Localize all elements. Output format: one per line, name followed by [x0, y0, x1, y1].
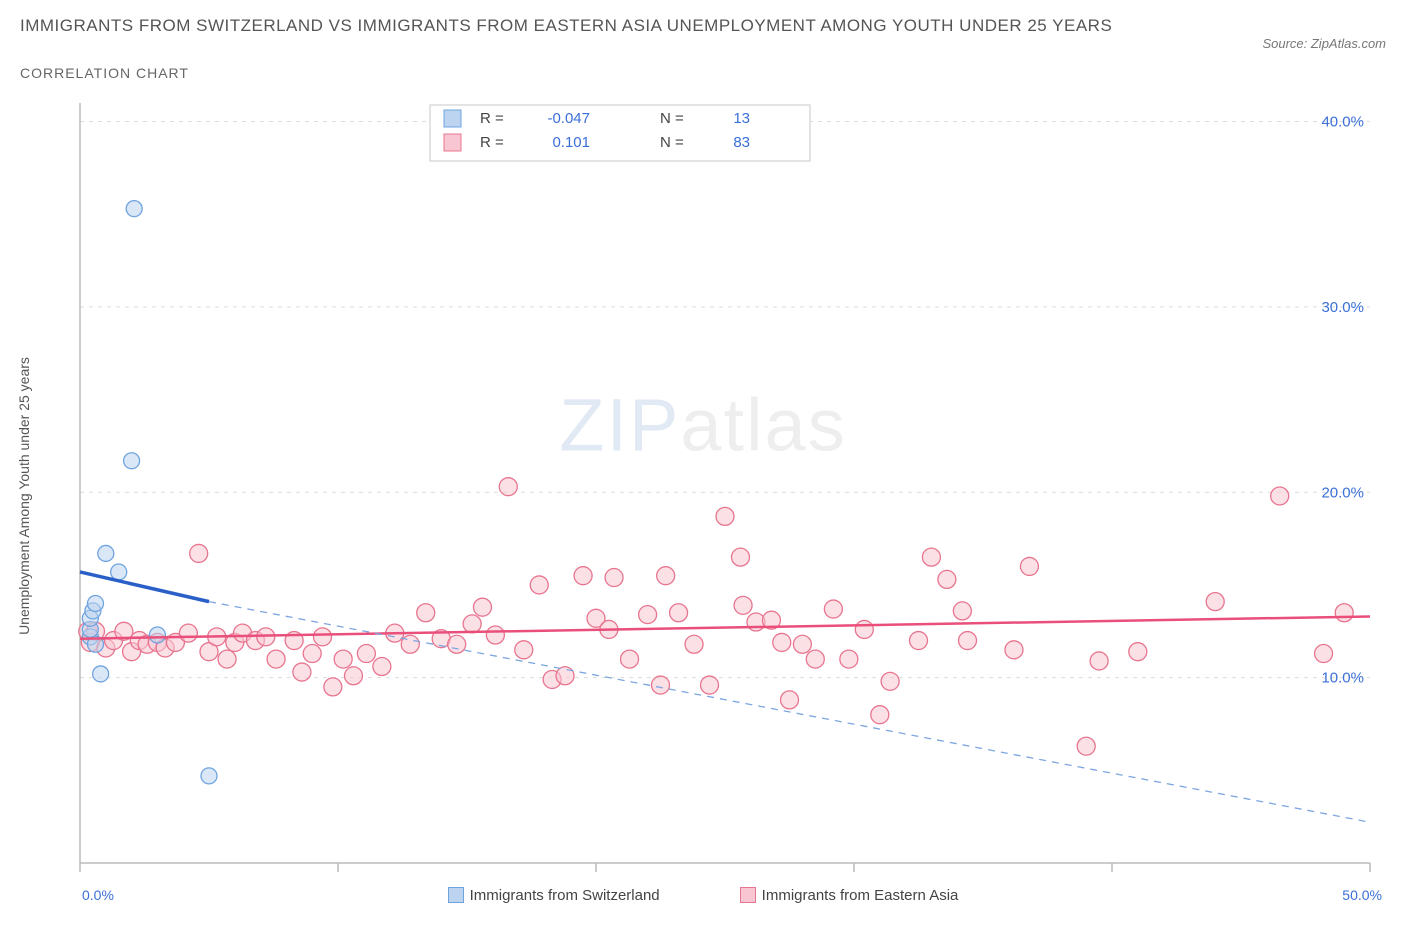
svg-text:0.101: 0.101 [552, 134, 590, 151]
svg-text:83: 83 [733, 134, 750, 151]
svg-text:-0.047: -0.047 [547, 110, 590, 127]
svg-text:10.0%: 10.0% [1321, 670, 1364, 687]
legend-item-switzerland: Immigrants from Switzerland [448, 887, 660, 904]
svg-text:R =: R = [480, 134, 504, 151]
legend-label-a: Immigrants from Switzerland [470, 887, 660, 904]
chart-title: IMMIGRANTS FROM SWITZERLAND VS IMMIGRANT… [20, 16, 1112, 36]
legend-item-eastern-asia: Immigrants from Eastern Asia [740, 887, 959, 904]
svg-text:20.0%: 20.0% [1321, 484, 1364, 501]
svg-text:N =: N = [660, 134, 684, 151]
x-axis-end-label: 50.0% [1342, 887, 1382, 903]
x-axis-origin-label: 0.0% [82, 887, 114, 903]
y-axis-label: Unemployment Among Youth under 25 years [16, 357, 32, 635]
svg-text:R =: R = [480, 110, 504, 127]
svg-text:30.0%: 30.0% [1321, 299, 1364, 316]
legend-swatch-a [448, 887, 464, 903]
chart-subtitle: CORRELATION CHART [20, 65, 1386, 81]
legend-label-b: Immigrants from Eastern Asia [762, 887, 959, 904]
scatter-chart: 10.0% 20.0% 30.0% 40.0% R = -0.047 N = 13 R = 0.1… [20, 93, 1386, 883]
svg-text:13: 13 [733, 110, 750, 127]
source-attribution: Source: ZipAtlas.com [1262, 36, 1386, 51]
bottom-legend: 0.0% Immigrants from Switzerland Immigra… [20, 887, 1386, 904]
legend-swatch-b [740, 887, 756, 903]
svg-text:40.0%: 40.0% [1321, 114, 1364, 131]
svg-text:N =: N = [660, 110, 684, 127]
